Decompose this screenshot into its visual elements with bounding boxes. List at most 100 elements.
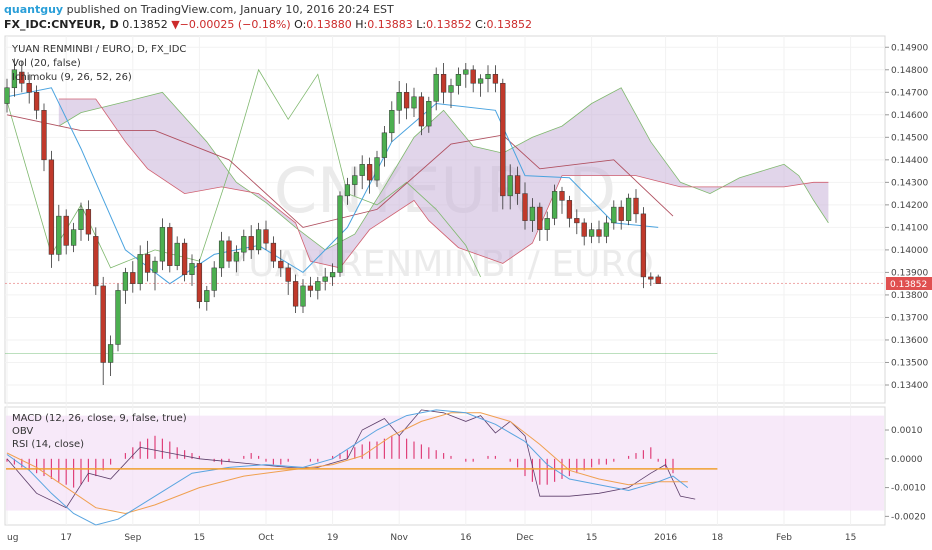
candle-up [70,229,77,246]
price-tick-label: 0.13800 [891,291,928,301]
candle-up [374,157,380,181]
price-tick-label: 0.14800 [891,66,928,76]
candle-down [655,276,661,284]
legend-obv[interactable]: OBV [12,426,33,437]
candle-down [100,285,106,363]
price-tick-label: 0.13600 [891,336,928,346]
time-axis[interactable]: ug 17 Sep 15 Oct 19 Nov 16 Dec 15 2016 18 Feb 15 [7,533,856,543]
legend-ichimoku[interactable]: Ichimoku (9, 26, 52, 26) [12,72,132,83]
candle-up [300,285,306,307]
candle-up [4,87,10,104]
candle-down [130,272,136,284]
candle-down [366,164,373,181]
candle-up [337,195,343,273]
candle-up [56,215,62,255]
candle-up [359,164,365,176]
candle-up [204,290,210,302]
price-tick-label: 0.14500 [891,133,928,143]
price-tick-label: 0.13400 [891,381,928,391]
candle-down [248,236,254,251]
candle-down [48,159,55,255]
candle-up [107,344,114,363]
candle-up [389,110,395,134]
candle-up [211,267,217,291]
chart-header: quantguy published on TradingView.com, J… [0,0,932,34]
candle-down [270,242,277,262]
open-value: 0.13880 [306,18,352,31]
candle-down [167,227,173,266]
candle-up [115,290,121,345]
candle-down [522,193,528,221]
price-tick-label: 0.14400 [891,156,928,166]
legend-volume[interactable]: Vol (20, false) [12,58,81,69]
candle-down [500,83,506,197]
time-tick-label: 15 [586,533,597,543]
obv-line [6,409,696,509]
ohlc-bar: FX_IDC:CNYEUR, D 0.13852 ▼−0.00025 (−0.1… [4,18,532,31]
candle-up [255,229,262,251]
time-tick-label: Sep [124,533,141,543]
candle-down [278,260,284,269]
close-label: C: [475,18,487,31]
candle-down [285,267,291,282]
candle-down [226,240,232,262]
candle-up [396,92,402,111]
candle-down [19,71,25,84]
candle-up [603,222,610,237]
high-label: H: [355,18,368,31]
kijun-sen [6,114,674,228]
macd-obv-rsi-panel [6,409,884,526]
candle-up [625,197,632,221]
price-axis[interactable]: 0.14900 0.14800 0.14700 0.14600 0.14500 0.144… [885,43,928,391]
candle-down [618,206,624,221]
candle-down [537,206,543,230]
time-tick-label: Oct [258,533,274,543]
candle-down [181,242,188,275]
indicator-tick-label: 0.0010 [891,426,923,436]
candle-down [648,276,654,280]
legend-macd[interactable]: MACD (12, 26, close, 9, false, true) [12,413,187,424]
watermark-name: YUAN RENMINBI / EURO [225,244,653,285]
candle-down [470,69,476,84]
candle-up [137,254,143,284]
time-tick-label: 2016 [654,533,677,543]
candle-up [315,281,321,291]
indicator-tick-label: -0.0020 [891,512,926,522]
price-tick-label: 0.14200 [891,201,928,211]
candle-up [122,272,129,291]
publisher-link[interactable]: quantguy [4,3,64,16]
candle-up [329,272,336,278]
last-price-tag: 0.13852 [886,277,932,290]
candle-down [263,229,269,244]
candle-up [544,218,550,230]
symbol-label: FX_IDC:CNYEUR, D [4,18,119,31]
candle-up [189,263,195,275]
rsi-band [6,415,884,511]
candle-down [581,222,587,237]
tenkan-sen [6,87,659,285]
candlestick-series [4,58,661,385]
publish-info: quantguy published on TradingView.com, J… [4,3,394,16]
candle-up [322,276,328,282]
indicator-tick-label: -0.0010 [891,484,926,494]
candle-up [381,132,388,158]
candle-up [159,227,166,262]
candle-up [174,242,180,266]
indicator-axis[interactable]: 0.0010 0.0000 -0.0010 -0.0020 [885,426,926,522]
legend-rsi[interactable]: RSI (14, close) [12,439,84,450]
candle-up [426,101,432,127]
chart-title: YUAN RENMINBI / EURO, D, FX_IDC [11,44,186,55]
change-value: ▼−0.00025 (−0.18%) [171,18,291,31]
low-value: 0.13852 [426,18,472,31]
candle-down [41,110,47,161]
candle-up [233,251,240,262]
candle-down [514,175,521,194]
time-tick-label: 17 [60,533,71,543]
candle-down [566,200,573,219]
candle-up [411,96,417,109]
candle-up [477,78,484,84]
candle-down [63,215,69,246]
candle-down [26,83,32,93]
candle-up [152,260,158,273]
